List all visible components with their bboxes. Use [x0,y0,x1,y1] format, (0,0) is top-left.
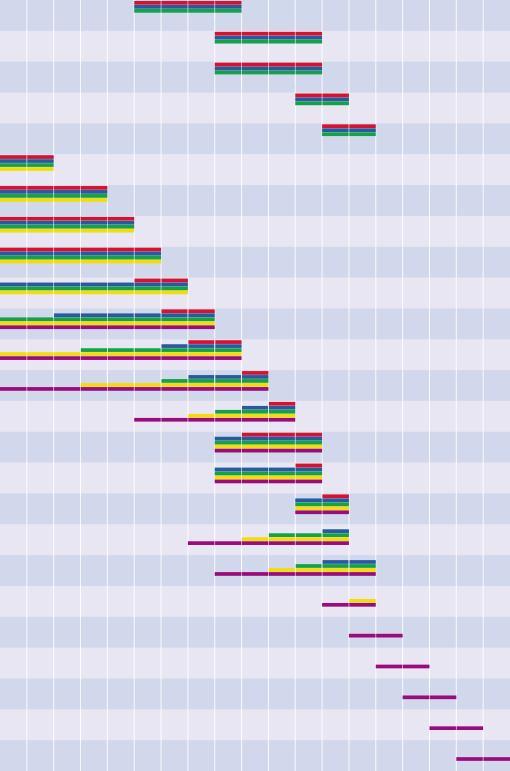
row-band [0,0,510,32]
bar-yellow [0,228,135,233]
bar-blue [187,375,269,379]
row-band [0,154,510,186]
bar-yellow [0,290,188,295]
bar-yellow [0,352,242,356]
bar-red [322,494,349,499]
row-band [0,555,510,587]
row-band [0,678,510,710]
bar-red [241,432,323,437]
row-band [0,585,510,618]
bar-green [214,409,296,414]
row-band [0,92,510,124]
row-band [0,647,510,679]
bar-red [268,401,296,406]
row-band [0,30,510,63]
bar-green [295,564,376,568]
bar-red [0,216,135,221]
bar-blue [0,220,135,225]
bar-yellow [80,383,269,387]
row-band [0,61,510,94]
bar-green [0,224,135,229]
bar-blue [0,282,188,287]
bar-red [295,463,323,468]
bar-blue [322,529,349,533]
row-band [0,709,510,741]
row-band [0,616,510,649]
row-band [0,123,510,155]
bar-green [268,533,349,537]
row-band [0,493,510,525]
bar-purple [0,356,242,360]
bar-yellow [348,598,376,603]
bar-green [0,286,188,291]
bar-red [241,371,269,375]
bar-blue [161,344,242,348]
row-band [0,740,510,771]
